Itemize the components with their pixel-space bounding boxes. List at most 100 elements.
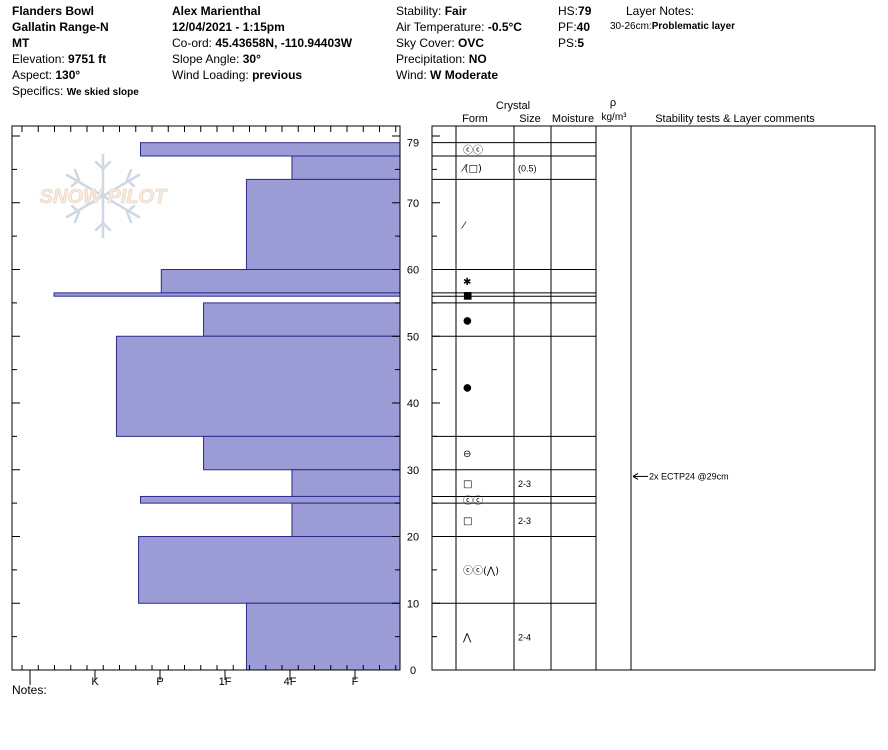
ps-label: PS: xyxy=(558,36,578,50)
crystal-form-4: ■ xyxy=(463,291,472,302)
depth-axis: 0 10 20 30 40 50 60 70 79 xyxy=(12,135,440,677)
crystal-form-12: ⓒⓒ(⋀) xyxy=(463,565,499,577)
hardness-bar-9 xyxy=(291,469,401,497)
crystal-size-1: (0.5) xyxy=(518,164,537,174)
crystal-form-1: ⁄(□) xyxy=(461,164,482,175)
hardness-bar-12 xyxy=(138,536,401,604)
precip-value: NO xyxy=(468,52,487,66)
stability-test-arrowhead-0 xyxy=(632,473,639,480)
stability-test-label-0: 2x ECTP24 @29cm xyxy=(649,471,729,481)
size-header: Size xyxy=(519,113,540,125)
pf-value: 40 xyxy=(576,20,591,34)
hardness-label-K: K xyxy=(91,676,99,688)
pf-label: PF: xyxy=(558,20,577,34)
column-headers: Crystal Form Size Moisture ρ kg/m³ Stabi… xyxy=(462,97,815,125)
snowpack-info: HS:79 PF:40 PS:5 xyxy=(558,3,591,51)
density-unit-header: kg/m³ xyxy=(602,112,628,123)
state-name: MT xyxy=(12,36,30,50)
crystal-header: Crystal xyxy=(496,100,530,112)
crystal-size-9: 2-3 xyxy=(518,479,531,489)
aspect-value: 130° xyxy=(55,68,81,82)
hardness-bar-4 xyxy=(53,292,401,297)
depth-label-30: 30 xyxy=(407,465,419,477)
hardness-bars xyxy=(53,142,401,671)
watermark-text: SNOW PILOT xyxy=(40,186,168,208)
crystal-form-9: □ xyxy=(463,479,472,490)
observation-datetime: 12/04/2021 - 1:15pm xyxy=(172,20,285,34)
hardness-label-P: P xyxy=(156,676,163,688)
hardness-label-1F: 1F xyxy=(219,676,232,688)
form-header: Form xyxy=(462,113,488,125)
moisture-header: Moisture xyxy=(552,113,594,125)
hardness-bar-7 xyxy=(115,335,401,437)
coord-value: 45.43658N, -110.94403W xyxy=(215,36,353,50)
layer-note-range: 30-26cm: xyxy=(610,21,652,32)
conditions-info: Stability: Fair Air Temperature: -0.5°C … xyxy=(396,3,522,83)
depth-label-10: 10 xyxy=(407,598,419,610)
hs-value: 79 xyxy=(578,4,592,18)
layer-notes-label: Layer Notes: xyxy=(626,4,695,18)
hardness-label-4F: 4F xyxy=(284,676,297,688)
depth-label-20: 20 xyxy=(407,532,419,544)
precip-label: Precipitation: xyxy=(396,52,466,66)
depth-label-0: 0 xyxy=(410,665,416,677)
elevation-label: Elevation: xyxy=(12,52,65,66)
snowpilot-watermark: SNOW PILOT xyxy=(39,153,169,239)
hardness-label-I: I xyxy=(28,676,31,688)
depth-label-79: 79 xyxy=(407,138,419,150)
hardness-frame xyxy=(11,125,401,671)
hs-label: HS: xyxy=(558,4,579,18)
wind-loading-value: previous xyxy=(252,68,303,82)
crystal-form-7: ● xyxy=(463,382,472,393)
crystal-size-11: 2-3 xyxy=(518,516,531,526)
crystal-sizes: (0.5) 2-3 2-3 2-4 xyxy=(518,164,537,643)
depth-label-70: 70 xyxy=(407,198,419,210)
depth-label-40: 40 xyxy=(407,398,419,410)
layer-boundaries xyxy=(431,142,596,604)
hardness-bar-2 xyxy=(245,178,401,271)
observer-name: Alex Marienthal xyxy=(172,4,261,18)
crystal-form-2: ⁄ xyxy=(461,220,467,231)
crystal-form-3: ✱ xyxy=(463,277,471,288)
stability-value: Fair xyxy=(444,4,467,18)
hardness-label-F: F xyxy=(352,676,359,688)
elevation-value: 9751 ft xyxy=(68,52,107,66)
hardness-bar-10 xyxy=(140,495,401,504)
layer-notes: Layer Notes: 30-26cm:Problematic layer xyxy=(610,3,735,35)
depth-label-60: 60 xyxy=(407,265,419,277)
hardness-bar-11 xyxy=(291,502,401,538)
crystal-form-6: ● xyxy=(463,316,472,327)
crystal-form-11: □ xyxy=(463,516,472,527)
hardness-bar-8 xyxy=(203,435,401,471)
depth-label-50: 50 xyxy=(407,331,419,343)
hardness-bar-6 xyxy=(203,302,401,337)
comments-header: Stability tests & Layer comments xyxy=(655,113,815,125)
wind-label: Wind: xyxy=(396,68,427,82)
wind-loading-label: Wind Loading: xyxy=(172,68,249,82)
sky-value: OVC xyxy=(458,36,485,50)
slope-label: Slope Angle: xyxy=(172,52,240,66)
crystal-form-10: ⓒⓒ xyxy=(463,495,483,507)
stability-label: Stability: xyxy=(396,4,442,18)
air-temp-value: -0.5°C xyxy=(487,20,522,34)
aspect-label: Aspect: xyxy=(12,68,53,82)
hardness-bar-0 xyxy=(140,142,401,157)
observer-info: Alex Marienthal 12/04/2021 - 1:15pm Co-o… xyxy=(172,3,352,83)
location-info: Flanders Bowl Gallatin Range-N MT Elevat… xyxy=(12,3,139,101)
crystal-forms: ⓒⓒ ⁄(□) ⁄ ✱ ■ ● ● ⊖ □ ⓒⓒ □ ⓒⓒ(⋀) ⋀ xyxy=(461,144,499,643)
air-temp-label: Air Temperature: xyxy=(396,20,485,34)
layer-grid: ⓒⓒ ⁄(□) ⁄ ✱ ■ ● ● ⊖ □ ⓒⓒ □ ⓒⓒ(⋀) ⋀ (0.5) 2-3 2-3 2-4 2x… xyxy=(431,125,876,671)
specifics-label: Specifics: xyxy=(12,84,64,98)
stability-tests: 2x ECTP24 @29cm xyxy=(632,471,729,481)
sky-label: Sky Cover: xyxy=(396,36,455,50)
hardness-axis: I K P 1F 4F F xyxy=(21,126,397,688)
range-name: Gallatin Range-N xyxy=(12,20,109,34)
hardness-bar-13 xyxy=(245,602,401,671)
crystal-size-13: 2-4 xyxy=(518,633,531,643)
location-name: Flanders Bowl xyxy=(12,4,95,18)
slope-value: 30° xyxy=(242,52,261,66)
crystal-form-8: ⊖ xyxy=(463,449,471,460)
coord-label: Co-ord: xyxy=(172,36,213,50)
hardness-bar-1 xyxy=(291,155,401,180)
